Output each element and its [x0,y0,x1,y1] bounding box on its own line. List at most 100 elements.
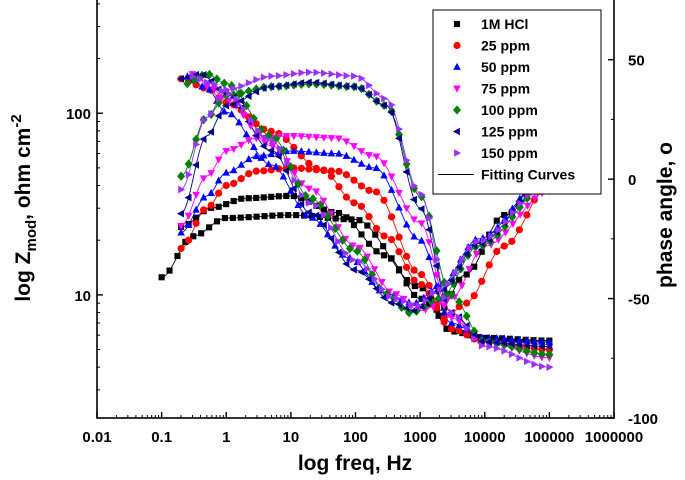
data-point-modulus-1m-hcl [277,212,284,219]
data-point-modulus-1m-hcl [229,214,236,221]
data-point-phase-50-ppm [257,153,266,161]
data-point-phase-125-ppm [252,131,260,140]
data-point-modulus-150-ppm [448,308,456,317]
legend-item-125-ppm: 125 ppm [452,124,538,140]
data-point-modulus-150-ppm [426,214,434,222]
data-point-phase-150-ppm [247,116,255,124]
data-point-modulus-50-ppm [252,152,261,160]
data-point-phase-150-ppm [357,257,365,266]
data-point-phase-1m-hcl [350,221,358,229]
data-point-modulus-1m-hcl [411,283,418,290]
legend-marker-150-ppm [454,149,462,157]
data-point-modulus-150-ppm [336,71,344,79]
data-point-phase-25-ppm [327,172,336,180]
x-tick-label: 10000 [464,429,506,446]
data-point-phase-125-ppm [267,146,275,155]
data-point-modulus-1m-hcl [332,215,339,222]
data-point-modulus-100-ppm [545,349,554,360]
data-point-modulus-1m-hcl [285,212,292,219]
data-point-phase-125-ppm [319,221,327,229]
data-point-modulus-125-ppm [342,82,350,90]
data-point-modulus-100-ppm [244,86,253,96]
data-point-phase-125-ppm [409,306,417,315]
data-point-phase-25-ppm [417,280,426,289]
data-point-phase-50-ppm [309,213,317,221]
data-point-modulus-50-ppm [335,149,343,157]
data-point-modulus-50-ppm [297,147,306,155]
data-point-modulus-1m-hcl [206,224,213,231]
data-point-modulus-50-ppm [192,205,200,213]
data-point-phase-75-ppm [370,266,379,274]
data-point-modulus-150-ppm [471,334,479,343]
data-point-phase-125-ppm [199,71,207,79]
data-point-phase-150-ppm [415,301,423,310]
data-point-phase-100-ppm [434,293,443,304]
data-point-modulus-125-ppm [282,81,290,90]
legend-box [432,9,602,195]
data-point-phase-150-ppm [517,199,525,208]
data-point-modulus-1m-hcl [213,218,221,225]
data-point-modulus-1m-hcl [419,285,426,292]
data-point-modulus-1m-hcl [237,214,244,221]
data-point-modulus-25-ppm [305,165,313,173]
data-point-phase-100-ppm [235,89,244,99]
data-point-modulus-75-ppm [320,134,328,142]
data-point-modulus-150-ppm [275,71,283,80]
data-point-modulus-125-ppm [334,81,342,90]
data-point-modulus-150-ppm [208,109,216,118]
data-point-phase-1m-hcl [471,263,478,270]
y-right-tick-label: 50 [628,53,645,70]
data-point-phase-1m-hcl [320,206,327,213]
data-point-modulus-150-ppm [343,71,351,80]
legend-label: 25 ppm [481,38,530,54]
data-point-modulus-125-ppm [522,341,530,350]
data-point-modulus-100-ppm [229,90,238,100]
data-point-modulus-75-ppm [177,222,185,230]
data-point-phase-150-ppm [313,201,321,210]
data-point-modulus-150-ppm [290,69,298,78]
legend-marker-50-ppm [453,62,461,70]
data-point-modulus-25-ppm [463,331,471,339]
y-left-axis-title-sub: mod [23,220,40,252]
data-point-modulus-75-ppm [410,216,418,224]
data-point-modulus-150-ppm [546,363,554,371]
data-point-phase-150-ppm [422,296,430,305]
data-point-phase-150-ppm [189,72,197,81]
data-point-modulus-75-ppm [372,153,381,161]
data-point-phase-1m-hcl [411,291,418,298]
data-point-modulus-125-ppm [364,90,372,99]
data-point-modulus-50-ppm [312,148,321,156]
data-point-modulus-25-ppm [410,266,418,274]
y-right-tick-label: -100 [628,411,658,428]
data-point-phase-125-ppm [274,152,282,161]
data-point-modulus-50-ppm [357,159,366,167]
data-point-phase-1m-hcl [380,252,388,259]
data-point-phase-1m-hcl [275,193,282,200]
data-point-phase-25-ppm [320,166,328,174]
data-point-modulus-125-ppm [199,135,207,143]
data-point-modulus-150-ppm [388,101,396,109]
data-point-phase-50-ppm [235,118,243,126]
data-point-phase-125-ppm [304,208,312,217]
data-point-modulus-150-ppm [321,69,329,77]
data-point-modulus-75-ppm [387,173,396,181]
data-point-modulus-1m-hcl [451,328,458,335]
data-point-modulus-125-ppm [327,80,335,89]
legend-label: 150 ppm [481,145,538,161]
data-point-phase-50-ppm [198,82,206,90]
data-point-phase-25-ppm [410,276,418,284]
data-point-modulus-25-ppm [380,196,388,204]
data-point-phase-125-ppm [282,167,290,175]
legend-item-25-ppm: 25 ppm [453,38,530,54]
data-point-modulus-50-ppm [417,236,426,244]
data-point-phase-50-ppm [279,172,288,180]
data-point-phase-25-ppm [485,261,493,269]
series-150-ppm [178,68,554,371]
data-point-phase-25-ppm [493,247,501,256]
data-point-modulus-25-ppm [365,186,373,194]
data-point-phase-125-ppm [289,184,297,193]
data-point-modulus-50-ppm [395,203,403,211]
data-point-modulus-125-ppm [372,97,380,105]
data-point-phase-25-ppm [508,237,516,245]
data-point-phase-75-ppm [348,242,357,250]
